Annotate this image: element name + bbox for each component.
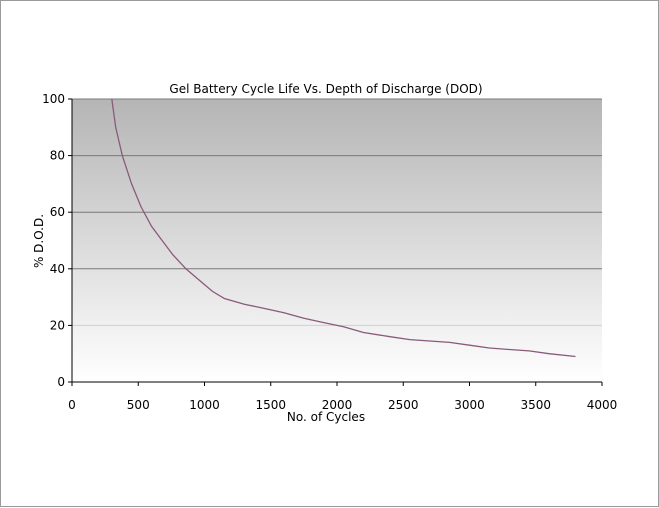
x-tick-label-0: 0 bbox=[68, 398, 76, 412]
x-tick-label-1000: 1000 bbox=[189, 398, 220, 412]
y-axis-label: % D.O.D. bbox=[32, 214, 46, 268]
axes bbox=[68, 98, 603, 386]
x-tick-label-3000: 3000 bbox=[454, 398, 485, 412]
y-tick-label-60: 60 bbox=[50, 205, 65, 219]
y-tick-label-20: 20 bbox=[50, 318, 65, 332]
x-tick-label-3500: 3500 bbox=[520, 398, 551, 412]
x-axis-label: No. of Cycles bbox=[287, 410, 365, 424]
x-tick-label-500: 500 bbox=[127, 398, 150, 412]
x-tick-label-2000: 2000 bbox=[322, 398, 353, 412]
y-tick-label-100: 100 bbox=[42, 92, 65, 106]
series-line-cycle-life bbox=[111, 98, 576, 358]
plot-area bbox=[72, 99, 602, 382]
x-tick-label-2500: 2500 bbox=[388, 398, 419, 412]
y-tick-label-0: 0 bbox=[57, 375, 65, 389]
x-tick-label-4000: 4000 bbox=[587, 398, 618, 412]
chart-title: Gel Battery Cycle Life Vs. Depth of Disc… bbox=[169, 82, 482, 96]
gridlines bbox=[72, 98, 602, 326]
y-tick-label-40: 40 bbox=[50, 262, 65, 276]
x-tick-label-1500: 1500 bbox=[255, 398, 286, 412]
y-tick-label-80: 80 bbox=[50, 149, 65, 163]
